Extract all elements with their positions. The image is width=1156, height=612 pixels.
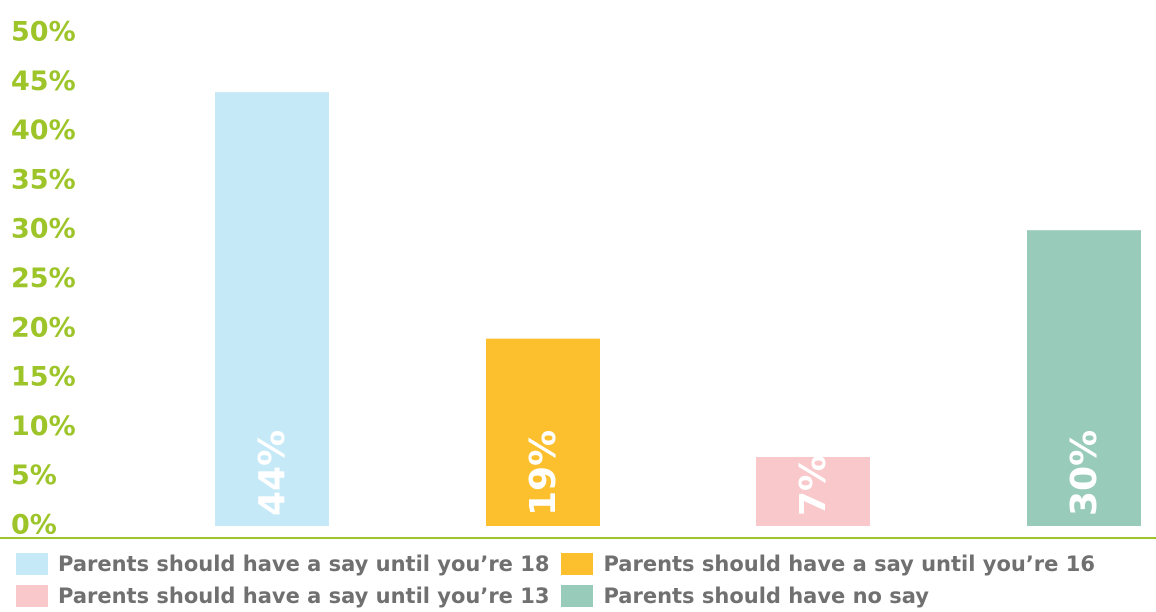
- y-tick-label: 10%: [11, 411, 76, 442]
- legend-item-18: Parents should have a say until you’re 1…: [16, 552, 549, 576]
- legend: Parents should have a say until you’re 1…: [16, 548, 1156, 612]
- y-tick-label: 0%: [11, 510, 57, 541]
- legend-label: Parents should have no say: [603, 584, 929, 608]
- legend-item-13: Parents should have a say until you’re 1…: [16, 584, 549, 608]
- bar: [486, 338, 600, 526]
- bar: [215, 92, 329, 526]
- legend-swatch: [16, 585, 48, 607]
- legend-swatch: [16, 553, 48, 575]
- y-tick-label: 15%: [11, 362, 76, 393]
- y-tick-label: 50%: [11, 17, 76, 48]
- bar-value-label: 44%: [252, 430, 293, 516]
- bar-value-label: 7%: [793, 455, 834, 516]
- bar-value-label: 19%: [523, 430, 564, 516]
- legend-label: Parents should have a say until you’re 1…: [58, 584, 550, 608]
- y-axis-ticks: 0% 5% 10% 15% 20% 25% 30% 35% 40% 45% 50%: [11, 17, 76, 541]
- legend-label: Parents should have a say until you’re 1…: [603, 552, 1095, 576]
- legend-label: Parents should have a say until you’re 1…: [58, 552, 550, 576]
- y-tick-label: 20%: [11, 312, 76, 343]
- bar-labels: 44% 19% 7% 30%: [252, 430, 1105, 516]
- legend-row-2: Parents should have a say until you’re 1…: [16, 580, 1156, 612]
- bar: [756, 456, 870, 526]
- legend-swatch: [561, 553, 594, 575]
- y-tick-label: 5%: [11, 460, 57, 491]
- bars: [215, 92, 1141, 526]
- legend-item-16: Parents should have a say until you’re 1…: [561, 552, 1095, 576]
- y-tick-label: 45%: [11, 66, 76, 97]
- bar-value-label: 30%: [1064, 430, 1105, 516]
- y-tick-label: 30%: [11, 214, 76, 245]
- bar: [1027, 230, 1141, 526]
- legend-row-1: Parents should have a say until you’re 1…: [16, 548, 1156, 580]
- y-tick-label: 35%: [11, 164, 76, 195]
- y-tick-label: 40%: [11, 115, 76, 146]
- legend-swatch: [561, 585, 594, 607]
- y-tick-label: 25%: [11, 263, 76, 294]
- legend-item-no-say: Parents should have no say: [561, 584, 929, 608]
- bar-chart: 0% 5% 10% 15% 20% 25% 30% 35% 40% 45% 50% 44% 19% 7%…: [0, 17, 1156, 541]
